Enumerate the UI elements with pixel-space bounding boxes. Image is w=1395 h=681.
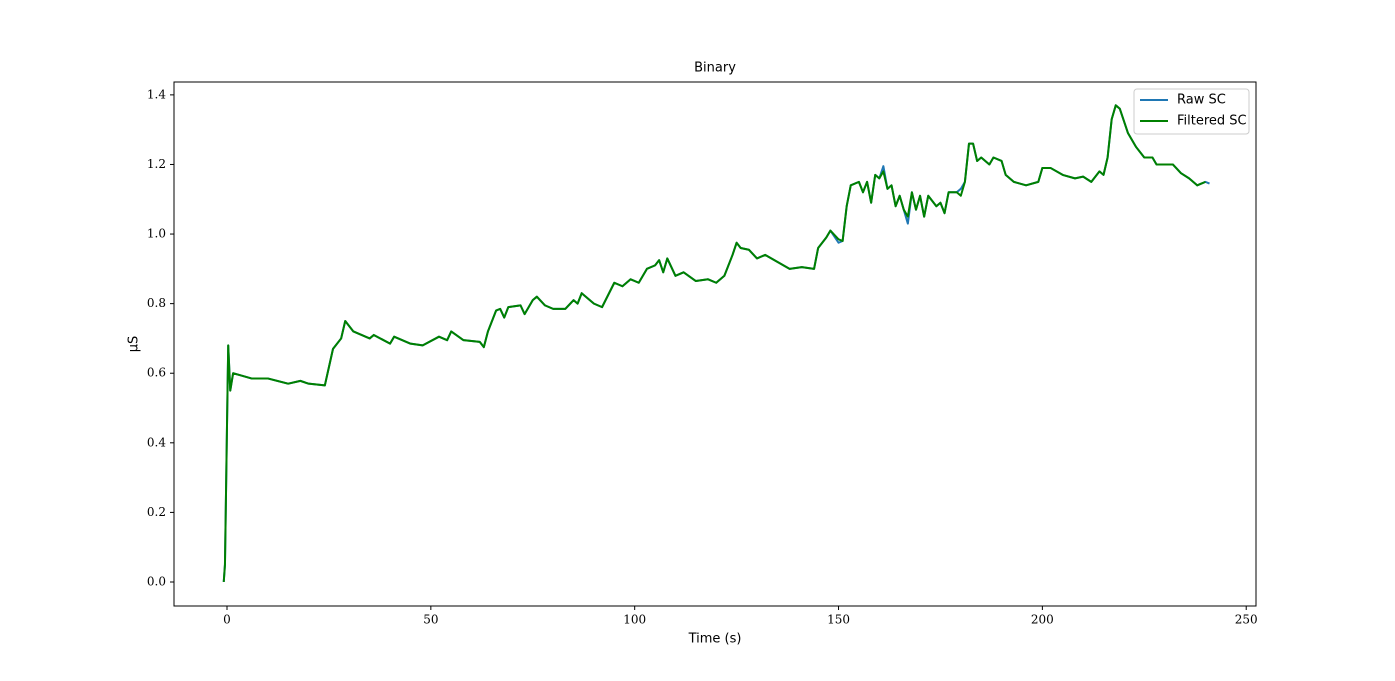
y-tick-label: 0.8 bbox=[147, 296, 166, 310]
y-tick-label: 1.2 bbox=[147, 157, 166, 171]
y-tick-label: 1.4 bbox=[147, 87, 166, 101]
x-tick-label: 250 bbox=[1235, 613, 1258, 627]
legend-label: Raw SC bbox=[1177, 93, 1226, 108]
x-tick-label: 100 bbox=[623, 613, 646, 627]
y-tick-label: 0.0 bbox=[147, 574, 166, 588]
plot-frame bbox=[173, 81, 1257, 607]
y-tick-label: 0.6 bbox=[147, 366, 166, 380]
y-tick-label: 0.4 bbox=[147, 435, 166, 449]
series-line bbox=[222, 104, 1206, 583]
x-tick-label: 50 bbox=[423, 613, 438, 627]
chart-title: Binary bbox=[694, 61, 736, 76]
x-tick-label: 200 bbox=[1031, 613, 1054, 627]
series-line bbox=[222, 104, 1210, 583]
legend-label: Filtered SC bbox=[1177, 114, 1247, 129]
y-tick-label: 1.0 bbox=[147, 227, 166, 241]
y-tick-label: 0.2 bbox=[147, 505, 166, 519]
x-tick-label: 150 bbox=[827, 613, 850, 627]
y-axis-label: μS bbox=[127, 336, 142, 353]
x-tick-label: 0 bbox=[223, 613, 231, 627]
x-axis-label: Time (s) bbox=[688, 632, 742, 647]
